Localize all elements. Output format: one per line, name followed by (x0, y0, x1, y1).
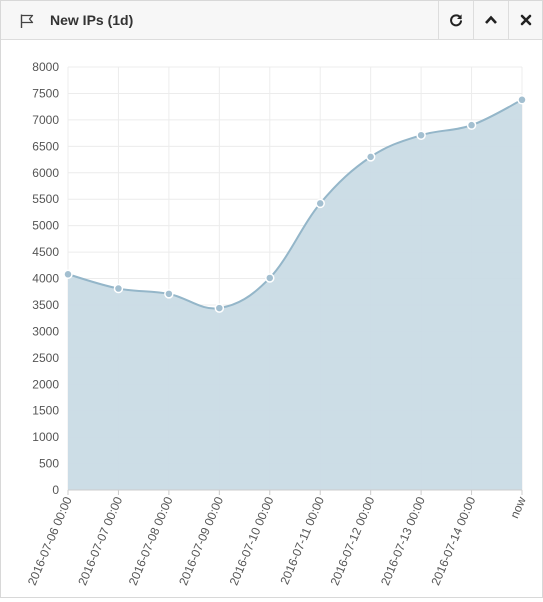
y-tick-label: 1500 (32, 404, 59, 418)
data-point[interactable] (214, 303, 225, 313)
data-point[interactable] (517, 95, 527, 105)
data-point[interactable] (164, 289, 174, 299)
x-tick-label: 2016-07-14 00:00 (428, 494, 478, 587)
y-tick-label: 4500 (32, 245, 59, 259)
y-tick-label: 8000 (32, 60, 59, 74)
y-tick-label: 1000 (32, 430, 59, 444)
area-chart: 0 500 1000 1500 2000 2500 3000 3500 4000 4500 5000… (25, 60, 529, 587)
widget-title: New IPs (1d) (50, 12, 134, 28)
data-point[interactable] (466, 120, 477, 130)
y-tick-label: 3500 (32, 298, 59, 312)
x-tick-label: 2016-07-11 00:00 (277, 494, 327, 586)
refresh-icon (449, 13, 463, 27)
y-tick-label: 2500 (32, 351, 59, 365)
series-area (68, 99, 522, 490)
data-point[interactable] (315, 198, 325, 209)
flag-icon (19, 13, 35, 29)
data-point[interactable] (265, 273, 275, 283)
close-icon (520, 14, 532, 26)
refresh-button[interactable] (438, 1, 473, 39)
x-tick-label: 2016-07-06 00:00 (25, 494, 75, 587)
x-tick-label: now (507, 494, 529, 520)
x-tick-label: 2016-07-13 00:00 (378, 494, 428, 587)
y-tick-label: 2000 (32, 377, 59, 391)
data-point[interactable] (416, 130, 426, 140)
y-tick-label: 7500 (32, 86, 59, 100)
close-button[interactable] (508, 1, 543, 39)
chart-container: 0 500 1000 1500 2000 2500 3000 3500 4000 4500 5000… (1, 40, 542, 597)
series-line (67, 98, 523, 310)
x-tick-label: 2016-07-09 00:00 (176, 494, 226, 587)
data-point[interactable] (365, 152, 376, 162)
x-tick-label: 2016-07-07 00:00 (75, 494, 125, 587)
x-tick-label: 2016-07-08 00:00 (126, 494, 176, 587)
y-tick-label: 4000 (32, 272, 59, 286)
y-tick-label: 6500 (32, 139, 59, 153)
y-tick-label: 5000 (32, 219, 59, 233)
data-point[interactable] (113, 283, 124, 294)
y-tick-label: 0 (52, 483, 59, 497)
x-tick-label: 2016-07-12 00:00 (328, 494, 378, 587)
chevron-up-icon (484, 13, 498, 27)
y-tick-label: 500 (39, 457, 59, 471)
y-tick-label: 5500 (32, 192, 59, 206)
collapse-button[interactable] (473, 1, 508, 39)
data-point[interactable] (63, 269, 73, 280)
x-tick-label: 2016-07-10 00:00 (227, 494, 277, 587)
y-tick-label: 3000 (32, 324, 59, 338)
widget-header: New IPs (1d) (1, 1, 542, 40)
y-tick-label: 7000 (32, 113, 59, 127)
y-tick-label: 6000 (32, 166, 59, 180)
